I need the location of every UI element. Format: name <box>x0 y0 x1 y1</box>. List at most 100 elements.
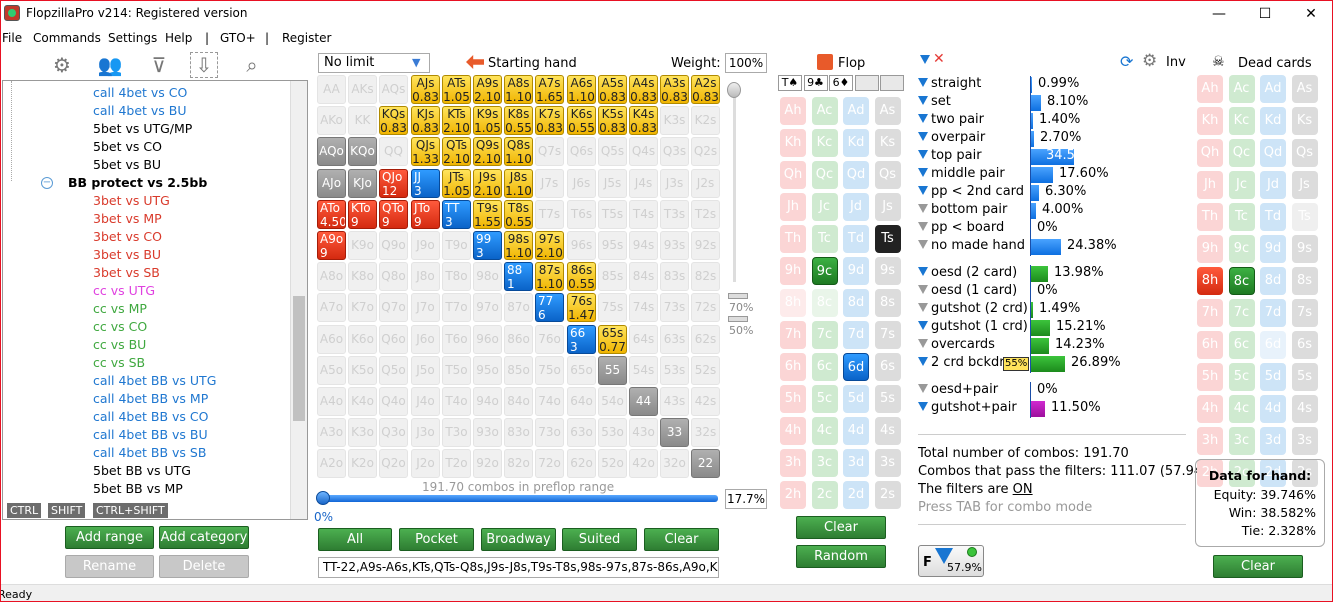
hand-cell[interactable]: AJo <box>317 169 346 198</box>
hand-cell[interactable]: 75o <box>535 356 564 385</box>
chevron-down-icon[interactable]: ▼ <box>412 56 421 69</box>
flop-card-6s[interactable]: 6s <box>874 353 901 381</box>
hand-cell[interactable]: 87s 1.10 <box>535 262 564 291</box>
flop-card-5d[interactable]: 5d <box>843 385 869 413</box>
hand-cell[interactable]: ATs 1.05 <box>442 75 471 104</box>
dead-card-5d[interactable]: 5d <box>1260 363 1286 391</box>
hand-cell[interactable]: J2s <box>691 169 720 198</box>
hand-cell[interactable]: A7s 1.65 <box>535 75 564 104</box>
dead-card-Qc[interactable]: Qc <box>1228 139 1255 167</box>
stat-row[interactable]: gutshot+pair <box>918 400 1017 418</box>
hand-cell[interactable]: 33 <box>660 418 689 447</box>
hand-cell[interactable]: 64s <box>629 325 658 354</box>
hand-cell[interactable]: J3o <box>411 418 440 447</box>
close-button[interactable]: ✕ <box>1305 6 1317 22</box>
hand-cell[interactable]: QJs 1.33 <box>411 137 440 166</box>
hand-cell[interactable]: KK <box>348 106 377 135</box>
tree-item[interactable]: call 4bet vs BU <box>93 103 187 118</box>
stat-row[interactable]: oesd (2 card) <box>918 265 1017 283</box>
filter-funnel-icon[interactable] <box>918 96 928 105</box>
hand-cell[interactable]: A5s 0.83 <box>598 75 627 104</box>
dead-card-Kh[interactable]: Kh <box>1197 107 1223 135</box>
hand-cell[interactable]: 96s <box>567 231 596 260</box>
hand-cell[interactable]: 84s <box>629 262 658 291</box>
stat-row[interactable]: pp < 2nd card <box>918 184 1024 202</box>
filter-icon[interactable] <box>920 53 933 67</box>
inv-label[interactable]: Inv <box>1166 55 1186 70</box>
flop-card-Td[interactable]: Td <box>843 225 869 253</box>
dead-card-4d[interactable]: 4d <box>1260 395 1286 423</box>
dead-card-As[interactable]: As <box>1291 75 1318 103</box>
flop-card-7c[interactable]: 7c <box>811 321 838 349</box>
filter-funnel-icon[interactable] <box>918 339 928 348</box>
flop-card-8s[interactable]: 8s <box>874 289 901 317</box>
hand-cell[interactable]: AKo <box>317 106 346 135</box>
filter-funnel-icon[interactable] <box>918 78 928 87</box>
range-text-input[interactable]: TT-22,A9s-A6s,KTs,QTs-Q8s,J9s-J8s,T9s-T8… <box>318 557 719 578</box>
hand-cell[interactable]: A7o <box>317 293 346 322</box>
tree-item[interactable]: call 4bet BB vs BU <box>93 427 208 442</box>
dead-card-Jd[interactable]: Jd <box>1260 171 1286 199</box>
search-icon[interactable]: ⌕ <box>246 53 258 77</box>
add-range-button[interactable]: Add range <box>65 526 154 549</box>
dead-card-9s[interactable]: 9s <box>1291 235 1318 263</box>
hand-cell[interactable]: Q2o <box>379 449 408 478</box>
hand-cell[interactable]: K3o <box>348 418 377 447</box>
filter-funnel-icon[interactable] <box>918 204 928 213</box>
filter-funnel-icon[interactable] <box>918 240 928 249</box>
flop-card-Kh[interactable]: Kh <box>780 129 806 157</box>
hand-cell[interactable]: Q3o <box>379 418 408 447</box>
dead-card-Qs[interactable]: Qs <box>1291 139 1318 167</box>
hand-cell[interactable]: KJs 0.83 <box>411 106 440 135</box>
suited-button[interactable]: Suited <box>562 528 637 551</box>
tree-item[interactable]: 3bet vs SB <box>93 265 160 280</box>
flop-card-Ah[interactable]: Ah <box>780 97 806 125</box>
hand-cell[interactable]: Q3s <box>660 137 689 166</box>
flop-card-9s[interactable]: 9s <box>874 257 901 285</box>
hand-cell[interactable]: J5s <box>598 169 627 198</box>
hand-cell[interactable]: K5s 0.83 <box>598 106 627 135</box>
hand-cell[interactable]: 82s <box>691 262 720 291</box>
hand-cell[interactable]: K9s 1.05 <box>473 106 502 135</box>
hand-cell[interactable]: 88 1 <box>504 262 533 291</box>
hand-cell[interactable]: J5o <box>411 356 440 385</box>
hand-cell[interactable]: T2o <box>442 449 471 478</box>
stat-row[interactable]: overcards <box>918 337 995 355</box>
hand-cell[interactable]: 74o <box>535 387 564 416</box>
hand-cell[interactable]: K6o <box>348 325 377 354</box>
dead-card-2d[interactable]: 2d <box>1260 459 1286 487</box>
hand-cell[interactable]: T5o <box>442 356 471 385</box>
gear-icon[interactable]: ⚙ <box>1142 51 1158 71</box>
flop-card-As[interactable]: As <box>874 97 901 125</box>
dead-card-6h[interactable]: 6h <box>1197 331 1223 359</box>
hand-cell[interactable]: J4o <box>411 387 440 416</box>
stat-row[interactable]: overpair <box>918 130 985 148</box>
range-pct-input[interactable]: 17.7% <box>725 489 767 509</box>
hand-cell[interactable]: ATo 4.50 <box>317 200 346 229</box>
hand-cell[interactable]: 66 3 <box>567 325 596 354</box>
hand-cell[interactable]: 74s <box>629 293 658 322</box>
hand-cell[interactable]: J3s <box>660 169 689 198</box>
hand-cell[interactable]: 44 <box>629 387 658 416</box>
dead-card-3d[interactable]: 3d <box>1260 427 1286 455</box>
flop-card-5c[interactable]: 5c <box>811 385 838 413</box>
tree-item[interactable]: cc vs SB <box>93 355 146 370</box>
tree-item[interactable]: 3bet vs UTG <box>93 193 170 208</box>
flop-card-8c[interactable]: 8c <box>811 289 838 317</box>
menu-register[interactable]: Register <box>282 31 332 45</box>
range-slider-track[interactable] <box>322 495 718 502</box>
menu-gto[interactable]: GTO+ <box>220 31 256 45</box>
hand-cell[interactable]: 52s <box>691 356 720 385</box>
flop-card-6c[interactable]: 6c <box>811 353 838 381</box>
hand-cell[interactable]: K4s 0.83 <box>629 106 658 135</box>
dead-card-2s[interactable]: 2s <box>1291 459 1318 487</box>
hand-cell[interactable]: A2s 0.83 <box>691 75 720 104</box>
menu-commands[interactable]: Commands <box>33 31 101 45</box>
stat-row[interactable]: middle pair <box>918 166 1005 184</box>
hand-cell[interactable]: Q9o <box>379 231 408 260</box>
filter-funnel-icon[interactable] <box>918 150 928 159</box>
hand-cell[interactable]: 32s <box>691 418 720 447</box>
filter-funnel-icon[interactable] <box>918 132 928 141</box>
menu-help[interactable]: Help <box>165 31 193 45</box>
hand-cell[interactable]: J9o <box>411 231 440 260</box>
